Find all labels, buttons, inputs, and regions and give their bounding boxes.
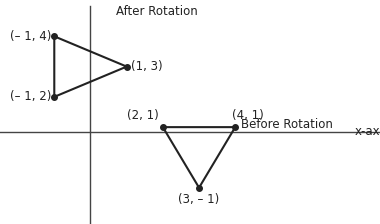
Text: After Rotation: After Rotation — [116, 5, 198, 18]
Text: (– 1, 2): (– 1, 2) — [10, 90, 51, 103]
Text: (1, 3): (1, 3) — [131, 60, 163, 73]
Text: x-axis: x-axis — [355, 125, 380, 138]
Text: Before Rotation: Before Rotation — [241, 118, 332, 131]
Text: (– 1, 4): (– 1, 4) — [10, 30, 51, 43]
Text: (2, 1): (2, 1) — [127, 109, 159, 122]
Text: (3, – 1): (3, – 1) — [179, 193, 220, 206]
Text: (4, 1): (4, 1) — [232, 109, 263, 122]
